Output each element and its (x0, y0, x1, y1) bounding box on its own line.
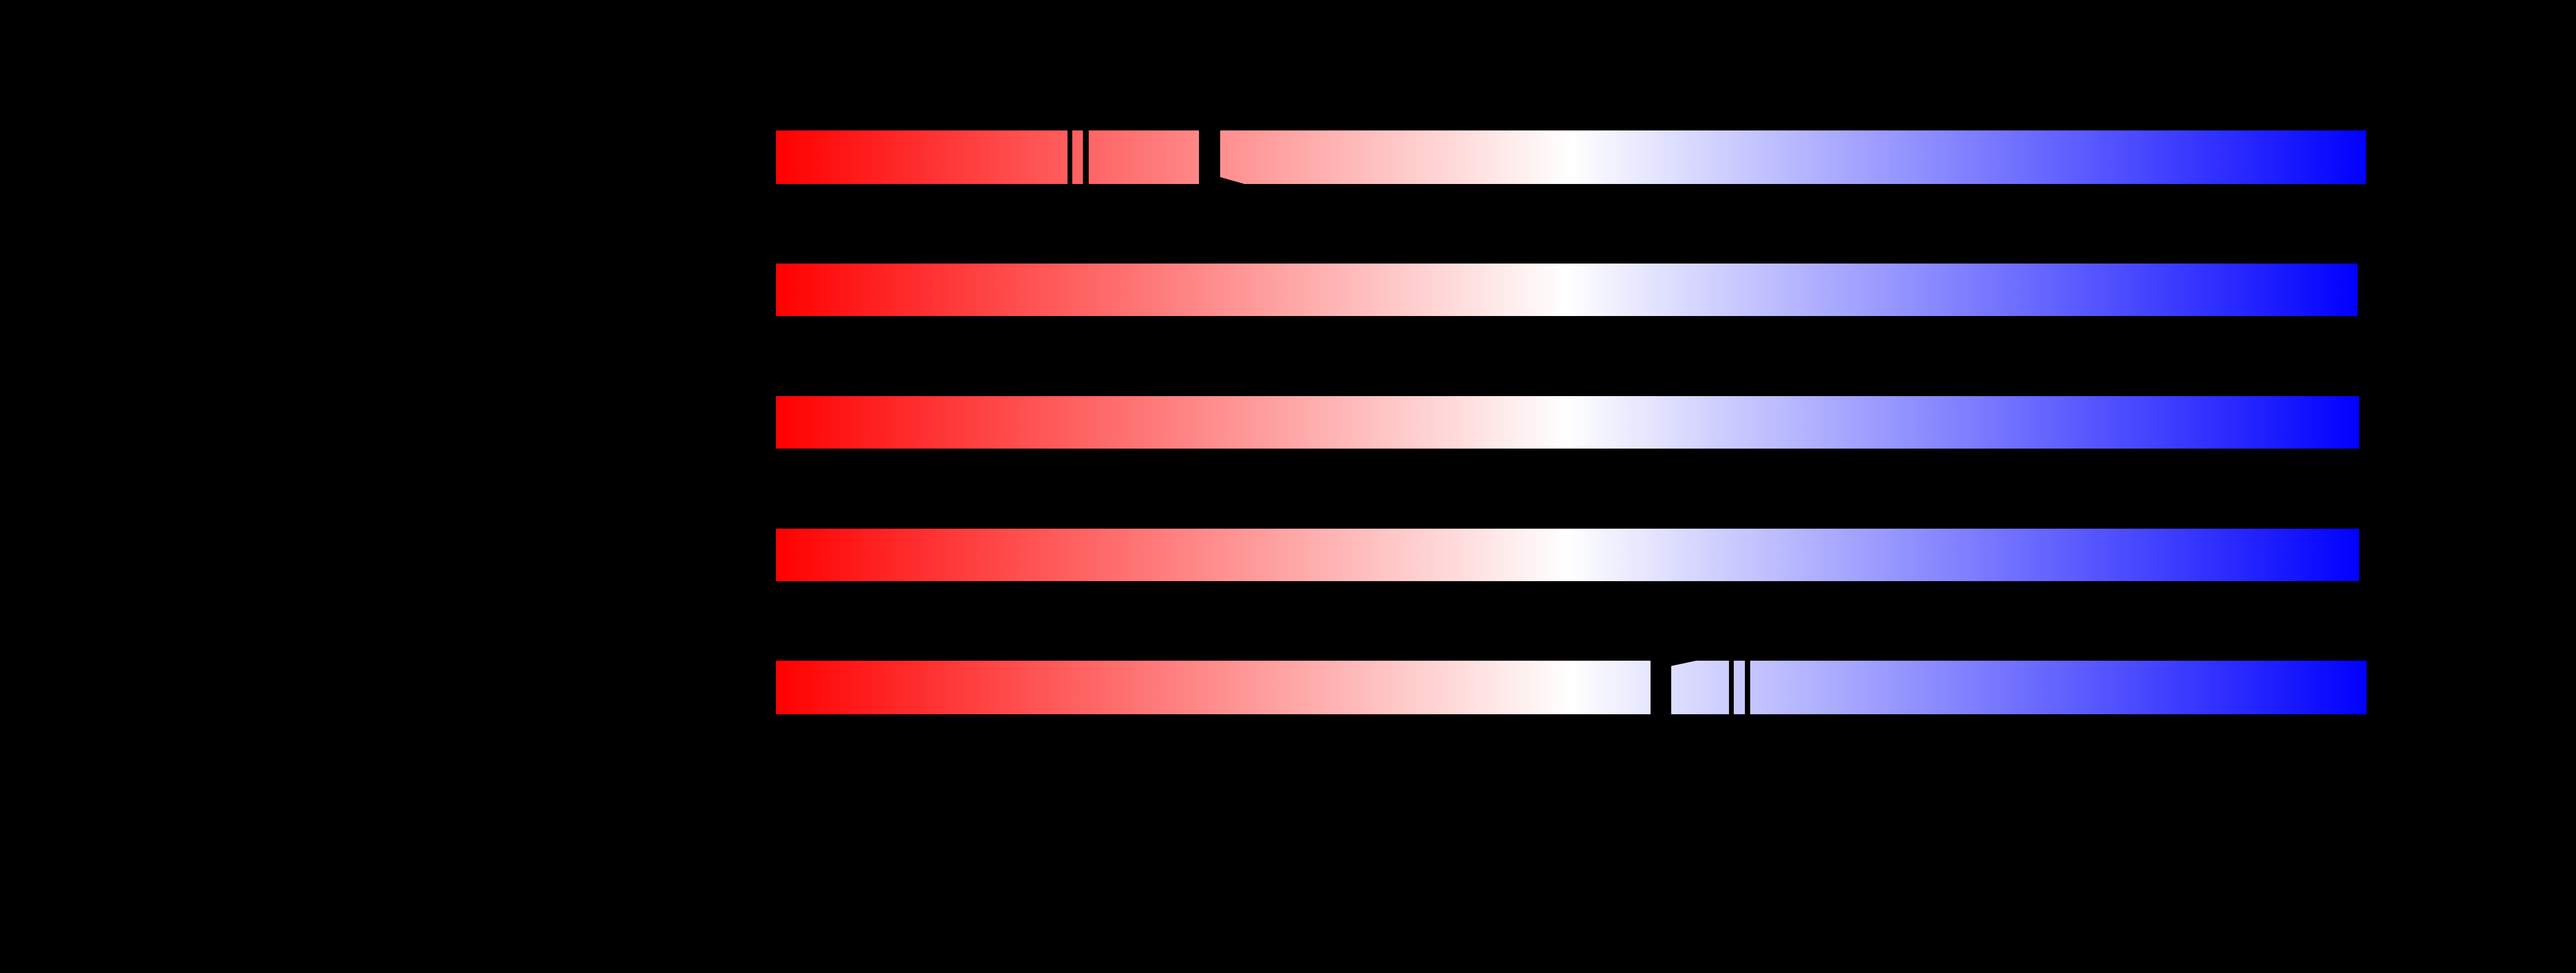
bar-gap (1729, 661, 1734, 714)
gradient-bar-4 (776, 529, 2359, 581)
gradient-bar-2 (776, 264, 2358, 316)
gradient-bar-3 (776, 396, 2359, 449)
bar-notch (1671, 661, 1696, 666)
bar-notch (1220, 177, 1245, 184)
gradient-bar-5 (776, 661, 2367, 714)
bar-gap (1199, 130, 1220, 184)
bar-gap (1083, 130, 1089, 184)
bar-gap (1068, 130, 1072, 184)
bar-gap (1745, 661, 1750, 714)
bar-gap (1651, 661, 1671, 714)
gradient-bar-1 (776, 130, 2366, 184)
